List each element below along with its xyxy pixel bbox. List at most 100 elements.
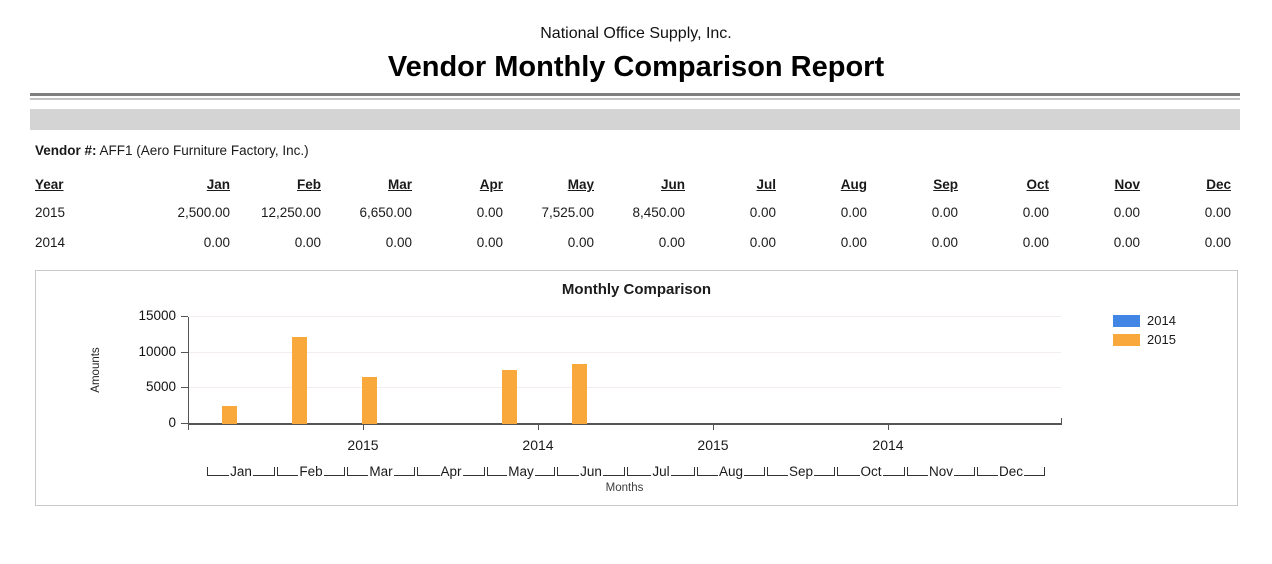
month-bracket-left (627, 467, 652, 476)
monthly-comparison-chart: Monthly Comparison Amounts Months 0 5000 1… (35, 270, 1238, 506)
value-cell-2014-jun: 0.00 (658, 235, 685, 250)
x-axis-month-dec: Dec (977, 459, 1046, 479)
month-label: Jan (230, 464, 252, 479)
column-header-dec: Dec (1206, 177, 1231, 192)
value-cell-2014-dec: 0.00 (1204, 235, 1231, 250)
month-label: May (508, 464, 534, 479)
x-axis-year-label-0: 2015 (347, 437, 379, 453)
value-cell-2014-may: 0.00 (567, 235, 594, 250)
month-bracket-left (557, 467, 580, 476)
bar-2015-mar (361, 376, 377, 424)
company-name: National Office Supply, Inc. (540, 25, 732, 42)
x-axis-month-aug: Aug (697, 459, 765, 478)
y-axis-tick-5000 (181, 387, 188, 389)
value-cell-2015-jun: 8,450.00 (632, 205, 685, 220)
value-cell-2015-dec: 0.00 (1204, 205, 1231, 220)
table-row-2015: 2015 2,500.00 12,250.00 6,650.00 0.00 7,525.0… (35, 198, 1231, 228)
y-axis-line (188, 317, 189, 425)
column-header-may: May (567, 177, 594, 192)
month-label: Mar (369, 464, 393, 479)
month-label: Nov (929, 464, 954, 479)
y-axis-tick-10000 (181, 351, 188, 353)
report-title: Vendor Monthly Comparison Report (387, 51, 885, 83)
x-axis-month-mar: Mar (347, 459, 415, 479)
separator-line-light (30, 98, 1240, 100)
legend-label-2014: 2014 (1147, 313, 1176, 328)
chart-title: Monthly Comparison (561, 281, 712, 298)
vendor-label: Vendor #: (35, 143, 97, 158)
legend-item-2015: 2015 (1113, 332, 1176, 347)
month-bracket-left (837, 467, 860, 476)
value-cell-2014-feb: 0.00 (294, 235, 321, 250)
vendor-line: Vendor #: AFF1 (Aero Furniture Factory, … (35, 143, 1272, 158)
column-header-jun: Jun (660, 177, 685, 192)
month-bracket-right (323, 467, 346, 476)
value-cell-2015-may: 7,525.00 (541, 205, 594, 220)
x-axis-year-tick-3 (888, 425, 889, 430)
gridline-10000 (189, 351, 1061, 353)
bar-2015-jan (221, 406, 237, 424)
month-bracket-right (882, 467, 906, 476)
table-row-2014: 2014 0.00 0.00 0.00 0.00 0.00 0.00 0.00 0.00 0.00… (35, 228, 1231, 258)
gridline-5000 (189, 387, 1061, 389)
y-axis-tick-label-10000: 10000 (138, 343, 176, 359)
value-cell-2015-oct: 0.00 (1022, 205, 1049, 220)
bar-2015-feb (291, 336, 307, 424)
report-page: National Office Supply, Inc. Vendor Mont… (0, 24, 1272, 506)
chart-legend: 2014 2015 (1113, 313, 1176, 351)
value-cell-2014-apr: 0.00 (476, 235, 503, 250)
month-bracket-left (417, 467, 440, 476)
column-header-sep: Sep (933, 177, 958, 192)
value-cell-2014-jan: 0.00 (203, 235, 230, 250)
x-axis-month-jul: Jul (627, 459, 696, 479)
legend-swatch-2014 (1113, 314, 1140, 327)
x-axis-month-nov: Nov (907, 459, 976, 479)
x-axis-month-jun: Jun (557, 459, 625, 478)
x-axis-month-apr: Apr (417, 459, 486, 479)
month-label: Dec (999, 464, 1024, 479)
value-cell-2014-sep: 0.00 (931, 235, 958, 250)
month-bracket-right (814, 467, 835, 476)
month-label: Oct (860, 464, 882, 479)
value-cell-2015-sep: 0.00 (931, 205, 958, 220)
year-cell: 2014 (35, 235, 66, 250)
value-cell-2014-mar: 0.00 (385, 235, 412, 250)
month-bracket-right (744, 467, 765, 476)
value-cell-2015-jan: 2,500.00 (177, 205, 230, 220)
month-bracket-left (977, 467, 998, 476)
month-bracket-left (767, 467, 788, 476)
value-cell-2015-mar: 6,650.00 (359, 205, 412, 220)
y-axis-tick-0 (181, 423, 188, 424)
month-label: Sep (788, 464, 814, 479)
gray-band (30, 109, 1240, 130)
value-cell-2015-nov: 0.00 (1113, 205, 1140, 220)
y-axis-tick-label-5000: 5000 (145, 379, 176, 395)
legend-label-2015: 2015 (1147, 332, 1176, 347)
month-label: Apr (440, 464, 462, 479)
month-bracket-right (670, 467, 696, 476)
month-bracket-left (697, 467, 718, 476)
value-cell-2014-oct: 0.00 (1022, 235, 1049, 250)
vendor-value: AFF1 (Aero Furniture Factory, Inc.) (99, 143, 309, 158)
month-label: Jul (652, 464, 670, 479)
x-axis-end-tick (1061, 418, 1062, 423)
x-axis-month-feb: Feb (277, 459, 346, 478)
y-axis-tick-label-0: 0 (168, 415, 176, 430)
month-bracket-left (207, 467, 230, 476)
x-axis-year-tick-0 (363, 425, 364, 430)
x-axis-month-oct: Oct (837, 459, 906, 479)
bar-2015-jun (571, 363, 587, 424)
month-bracket-right (252, 467, 275, 476)
month-bracket-right (1024, 467, 1046, 476)
column-header-jul: Jul (756, 177, 776, 192)
x-axis-baseline (188, 423, 1062, 425)
column-header-apr: Apr (479, 177, 503, 192)
legend-item-2014: 2014 (1113, 313, 1176, 328)
month-bracket-left (907, 467, 928, 476)
plot-area: Amounts Months 0 5000 10000 15000 Jan Feb Mar A… (36, 271, 1237, 505)
column-header-oct: Oct (1026, 177, 1049, 192)
x-axis-month-jan: Jan (207, 459, 275, 479)
x-axis-year-label-1: 2014 (522, 437, 554, 453)
x-axis-year-tick-2 (713, 425, 714, 430)
column-header-mar: Mar (387, 177, 412, 192)
